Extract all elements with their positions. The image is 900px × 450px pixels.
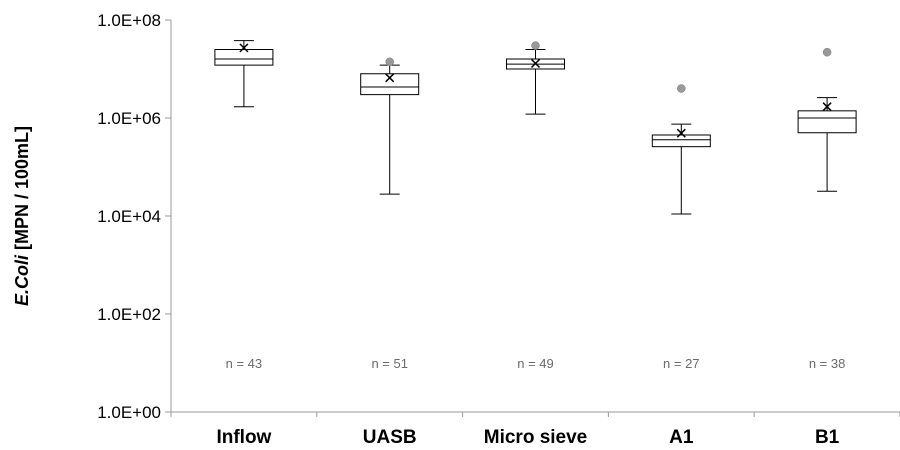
mean-marker [676,128,686,138]
y-tick-label: 1.0E+04 [97,207,161,226]
sample-size-label: n = 49 [517,356,554,371]
outlier-point [385,57,394,67]
box-uasb [360,57,420,195]
outlier-point [531,41,540,50]
sample-size-label: n = 51 [371,356,408,371]
outlier-point [677,84,686,93]
iqr-box [360,73,420,96]
sample-size-label: n = 27 [663,356,700,371]
box-micro-sieve [506,41,565,115]
mean-marker [530,58,541,68]
box-inflow [214,40,274,108]
y-tick-label: 1.0E+02 [97,305,161,324]
box-a1 [651,84,711,215]
sample-size-label: n = 43 [226,356,263,371]
y-ticks: 1.0E+00 1.0E+02 1.0E+04 1.0E+06 1.0E+08 [97,11,171,422]
y-axis-title-unit: [MPN / 100mL] [12,126,32,255]
box-b1 [797,47,857,192]
mean-marker [822,102,832,112]
y-axis-title: E.Coli [MPN / 100mL] [12,126,32,306]
sample-size-label: n = 38 [809,356,846,371]
y-axis-title-italic: E.Coli [12,254,32,306]
boxes [214,40,857,215]
category-label: Micro sieve [484,427,588,448]
category-label: B1 [815,427,840,448]
n-labels: n = 43 n = 51 n = 49 n = 27 n = 38 [226,356,846,371]
y-tick-label: 1.0E+08 [97,11,161,30]
category-label: A1 [669,427,694,448]
outlier-point [822,47,832,57]
x-ticks [170,412,900,417]
category-labels: Inflow UASB Micro sieve A1 B1 [216,427,839,448]
mean-marker [385,73,395,83]
iqr-box [651,134,711,148]
category-label: Inflow [216,427,271,448]
iqr-box [797,110,857,134]
y-tick-label: 1.0E+00 [97,403,161,422]
category-label: UASB [363,427,417,448]
y-tick-label: 1.0E+06 [97,109,161,128]
iqr-box [214,49,274,66]
mean-marker [239,43,249,53]
